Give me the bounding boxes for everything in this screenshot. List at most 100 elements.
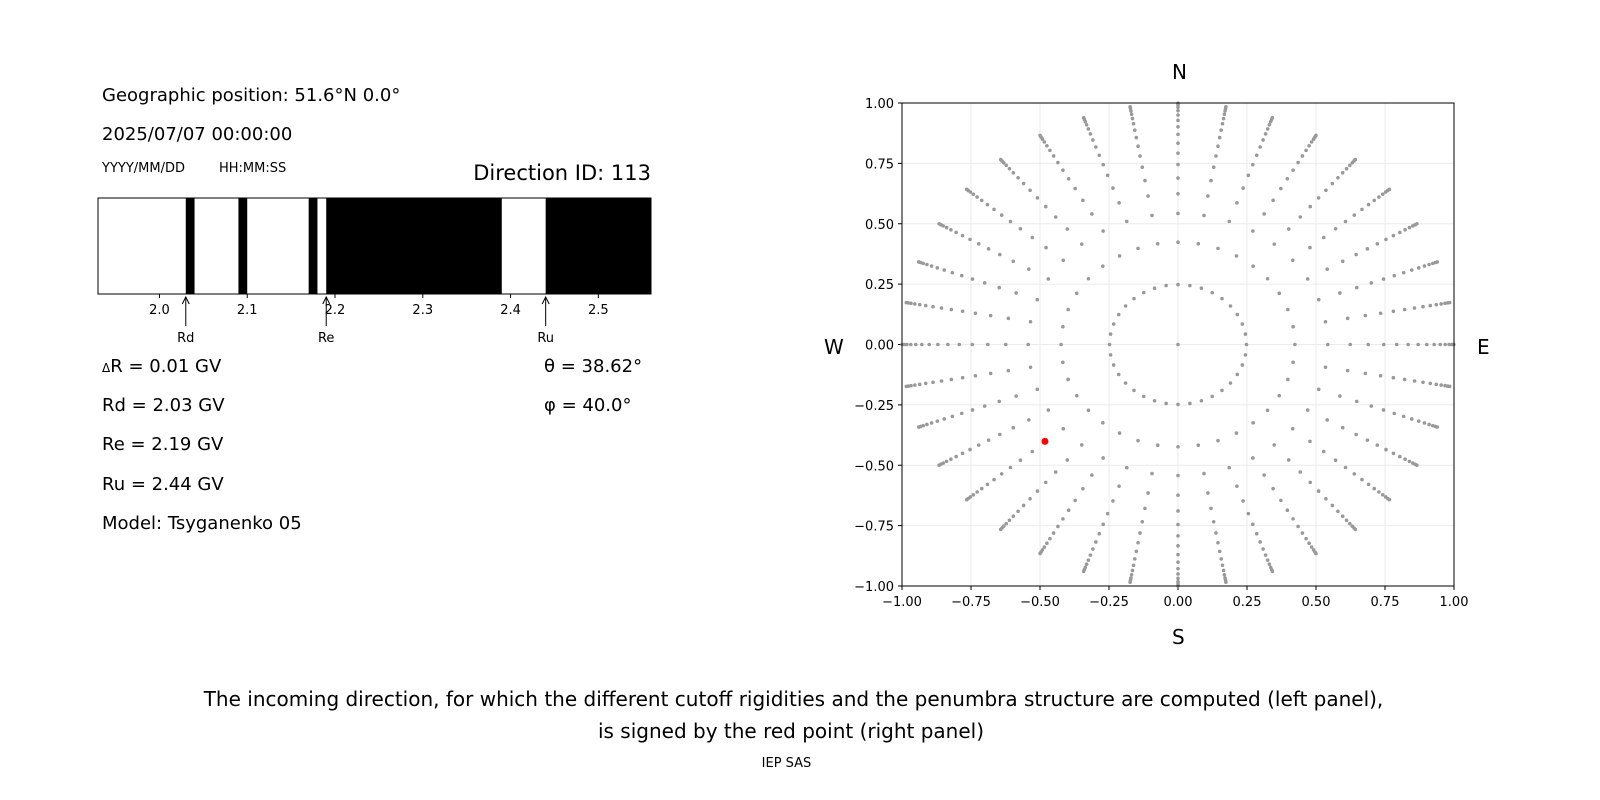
- direction-point: [1146, 194, 1150, 198]
- x-tick-label: 0.00: [1164, 595, 1193, 610]
- direction-point: [960, 309, 965, 314]
- direction-point: [1206, 194, 1210, 198]
- direction-point: [1044, 245, 1048, 250]
- direction-point: [1130, 116, 1135, 121]
- theta-value: θ = 38.62°: [544, 356, 643, 377]
- direction-point: [1091, 547, 1095, 551]
- direction-point: [1091, 138, 1095, 142]
- arrow-head: [322, 295, 331, 305]
- direction-point: [1084, 562, 1089, 567]
- direction-point: [1011, 514, 1016, 519]
- direction-point: [1321, 449, 1326, 454]
- direction-point: [949, 307, 954, 312]
- direction-point: [1271, 198, 1275, 203]
- direction-point: [1291, 168, 1295, 172]
- direction-point: [1219, 557, 1224, 561]
- direction-point: [1391, 375, 1396, 380]
- selected-direction-point: [1041, 437, 1049, 445]
- direction-point: [1079, 443, 1084, 447]
- footer-credit: IEP SAS: [761, 756, 812, 771]
- direction-point: [1340, 259, 1345, 264]
- direction-point: [1176, 141, 1180, 145]
- direction-point: [1296, 524, 1300, 529]
- direction-point: [1366, 342, 1371, 347]
- direction-point: [1202, 213, 1206, 218]
- direction-point: [1241, 186, 1245, 190]
- direction-point: [1108, 353, 1113, 357]
- direction-point: [1176, 572, 1180, 576]
- y-tick-label: 0.75: [865, 157, 894, 172]
- direction-point: [1152, 286, 1157, 291]
- direction-point: [1030, 449, 1035, 454]
- direction-point: [1155, 241, 1160, 246]
- direction-point: [1380, 493, 1385, 497]
- direction-point: [1447, 342, 1451, 347]
- direction-point: [957, 342, 962, 347]
- direction-point: [1353, 527, 1358, 532]
- direction-point: [1136, 246, 1140, 251]
- direction-point: [1402, 307, 1407, 312]
- direction-point: [1372, 198, 1377, 203]
- direction-point: [1345, 316, 1350, 321]
- direction-point: [1279, 498, 1283, 503]
- direction-point: [1035, 196, 1040, 200]
- forbidden-band: [238, 198, 248, 294]
- direction-point: [925, 262, 929, 267]
- compass-west: W: [824, 335, 844, 359]
- direction-point: [1176, 493, 1180, 498]
- direction-point: [1061, 168, 1065, 172]
- direction-point: [1094, 145, 1098, 149]
- direction-point: [923, 381, 928, 386]
- direction-point: [1422, 421, 1427, 425]
- direction-point: [1097, 531, 1102, 536]
- direction-point: [1324, 188, 1328, 193]
- direction-point: [1422, 264, 1427, 268]
- datetime: 2025/07/07 00:00:00: [102, 124, 293, 145]
- direction-point: [1061, 258, 1066, 263]
- direction-point: [1407, 225, 1412, 230]
- direction-point: [1028, 319, 1033, 324]
- direction-point: [931, 380, 935, 385]
- direction-point: [1116, 372, 1121, 377]
- direction-point: [1132, 296, 1136, 301]
- direction-point: [992, 477, 996, 482]
- direction-point: [929, 421, 934, 425]
- direction-point: [1129, 112, 1134, 117]
- direction-point: [1176, 282, 1180, 287]
- direction-point: [1003, 342, 1008, 347]
- direction-point: [1323, 319, 1328, 324]
- direction-point: [1391, 309, 1396, 314]
- direction-point: [1336, 175, 1340, 180]
- direction-point: [973, 373, 978, 378]
- direction-point: [1007, 518, 1012, 523]
- x-tick-label: 0.75: [1371, 595, 1400, 610]
- direction-point: [1272, 242, 1277, 246]
- direction-point: [944, 225, 949, 230]
- direction-point: [1285, 176, 1290, 181]
- direction-point: [1251, 421, 1255, 425]
- direction-point: [1258, 540, 1262, 544]
- x-tick-label: 2.4: [500, 303, 521, 318]
- direction-point: [1235, 484, 1239, 488]
- direction-point: [1407, 459, 1412, 464]
- direction-point: [1340, 514, 1345, 519]
- x-tick-label: 2.1: [237, 303, 258, 318]
- direction-point: [949, 457, 953, 462]
- direction-point: [1347, 163, 1352, 168]
- direction-point: [1293, 342, 1297, 347]
- direction-point: [1354, 252, 1358, 257]
- direction-point: [1424, 342, 1429, 347]
- direction-point: [1415, 222, 1419, 226]
- direction-point: [909, 383, 913, 388]
- direction-point: [1363, 371, 1368, 376]
- direction-point: [1243, 332, 1248, 336]
- direction-point: [1427, 262, 1431, 267]
- direction-point: [1176, 151, 1180, 155]
- direction-point: [935, 419, 940, 423]
- forbidden-band: [308, 198, 318, 294]
- direction-point: [936, 342, 940, 347]
- direction-point: [1214, 154, 1218, 158]
- direction-point: [1143, 506, 1147, 511]
- direction-point: [1308, 245, 1312, 250]
- direction-point: [1384, 237, 1388, 242]
